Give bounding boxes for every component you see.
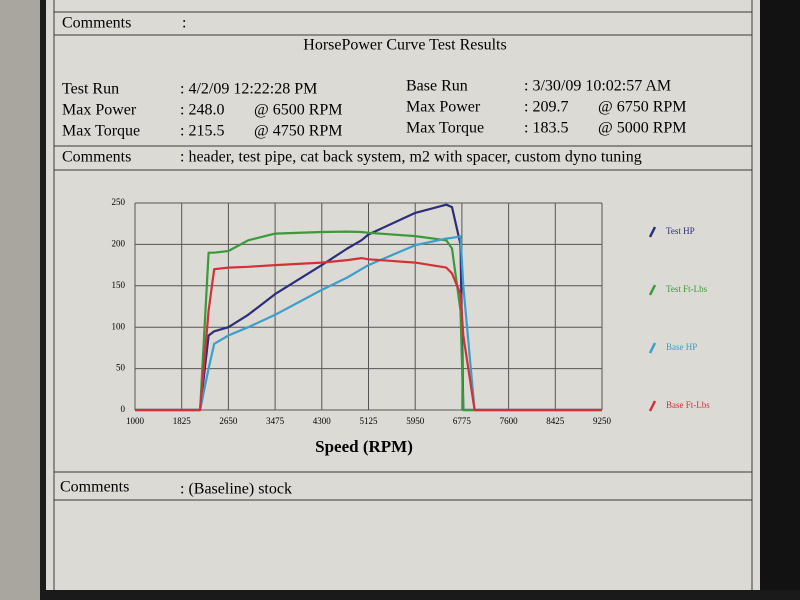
- series-line: [135, 230, 602, 412]
- x-tick-label: 6775: [453, 416, 472, 426]
- x-tick-label: 3475: [266, 416, 285, 426]
- legend-label: Test HP: [666, 226, 695, 236]
- y-tick-label: 200: [112, 238, 126, 248]
- x-tick-label: 9250: [593, 416, 612, 426]
- legend-label: Test Ft-Lbs: [666, 284, 708, 294]
- legend-swatch: [648, 284, 657, 296]
- info-rpm: @ 4750 RPM: [254, 123, 343, 140]
- y-tick-label: 150: [112, 280, 126, 290]
- info-label: Max Power: [62, 102, 137, 119]
- y-tick-label: 50: [116, 363, 126, 373]
- info-value: : 215.5: [180, 123, 224, 140]
- paper: [44, 0, 764, 592]
- x-tick-label: 1000: [126, 416, 145, 426]
- comments-label: Comments: [62, 15, 131, 32]
- y-tick-label: 0: [121, 404, 126, 414]
- info-value: : 3/30/09 10:02:57 AM: [524, 78, 671, 95]
- legend-label: Base Ft-Lbs: [666, 400, 710, 410]
- info-label: Max Torque: [62, 123, 140, 140]
- x-tick-label: 5950: [406, 416, 425, 426]
- info: Test Run : 4/2/09 12:22:28 PM Max Power : 2…: [62, 78, 687, 140]
- info-label: Max Torque: [406, 120, 484, 137]
- bottom-edge: [40, 590, 800, 600]
- y-tick-label: 250: [112, 197, 126, 207]
- legend-label: Base HP: [666, 342, 697, 352]
- x-tick-label: 1825: [173, 416, 192, 426]
- y-tick-label: 100: [112, 321, 126, 331]
- legend-swatch: [648, 400, 657, 412]
- comments-colon: :: [182, 15, 186, 32]
- chart: 0 50 100 150 200 250 1000 1825 2650 3475 4300 5125 5…: [112, 197, 711, 426]
- series-line: [135, 257, 602, 412]
- info-label: Test Run: [62, 81, 119, 98]
- info-rpm: @ 6500 RPM: [254, 102, 343, 119]
- comments-text: : header, test pipe, cat back system, m2…: [180, 149, 642, 166]
- x-tick-label: 8425: [546, 416, 565, 426]
- left-edge: [40, 0, 46, 600]
- x-tick-label: 5125: [360, 416, 379, 426]
- legend-swatch: [648, 342, 657, 354]
- x-tick-label: 7600: [500, 416, 519, 426]
- info-rpm: @ 6750 RPM: [598, 99, 687, 116]
- form-lines: [53, 0, 753, 590]
- right-edge: [760, 0, 800, 600]
- info-value: : 183.5: [524, 120, 568, 137]
- comments-text: : (Baseline) stock: [180, 481, 292, 498]
- x-tick-label: 2650: [219, 416, 238, 426]
- series-line: [135, 235, 602, 412]
- legend-swatch: [648, 226, 657, 238]
- info-label: Max Power: [406, 99, 481, 116]
- info-value: : 248.0: [180, 102, 224, 119]
- info-label: Base Run: [406, 78, 468, 95]
- chart-title: HorsePower Curve Test Results: [303, 37, 506, 54]
- info-value: : 4/2/09 12:22:28 PM: [180, 81, 317, 98]
- comments-label: Comments: [62, 149, 131, 166]
- info-value: : 209.7: [524, 99, 568, 116]
- x-tick-label: 4300: [313, 416, 332, 426]
- info-rpm: @ 5000 RPM: [598, 120, 687, 137]
- comments-label: Comments: [60, 479, 129, 496]
- x-axis-label: Speed (RPM): [315, 437, 413, 456]
